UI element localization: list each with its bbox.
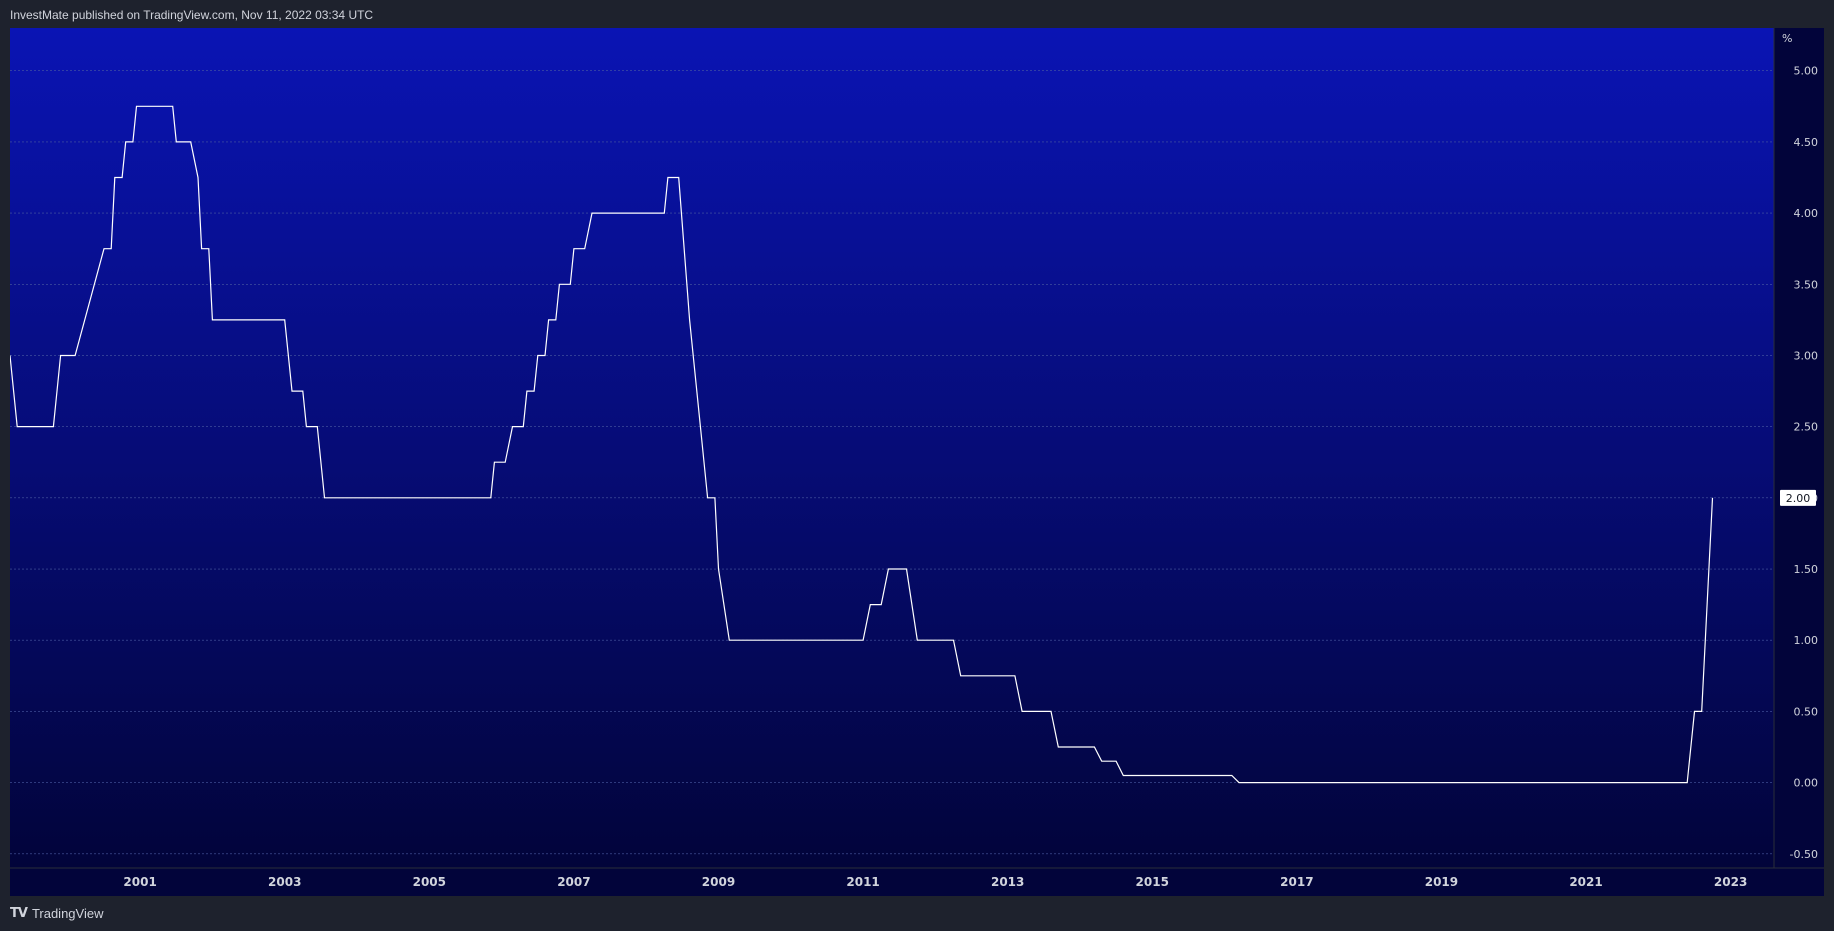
chart-area[interactable]: 5.00 4.50 4.00 3.50 3.00 2.50 2.00 1.50 1.00 0.50…: [10, 28, 1824, 896]
y-tick-label: -0.50: [1790, 848, 1818, 861]
y-tick-label: 3.50: [1794, 278, 1819, 291]
x-tick-label: 2003: [268, 875, 301, 889]
price-axis-background[interactable]: [1774, 28, 1824, 868]
y-tick-label: 0.00: [1794, 777, 1819, 790]
y-tick-label: 3.00: [1794, 349, 1819, 362]
x-axis-ticks: 2001 2003 2005 2007 2009 2011 2013 2015 2017 2019…: [123, 875, 1747, 889]
y-tick-label: 2.50: [1794, 421, 1819, 434]
x-tick-label: 2021: [1569, 875, 1602, 889]
published-header: InvestMate published on TradingView.com,…: [10, 6, 373, 24]
x-tick-label: 2011: [846, 875, 879, 889]
x-tick-label: 2007: [557, 875, 590, 889]
y-tick-label: 5.00: [1794, 65, 1819, 78]
y-tick-label: 1.50: [1794, 563, 1819, 576]
x-tick-label: 2013: [991, 875, 1024, 889]
last-value-box: [1780, 489, 1816, 506]
rate-chart[interactable]: 5.00 4.50 4.00 3.50 3.00 2.50 2.00 1.50 1.00 0.50…: [10, 28, 1824, 896]
series-line[interactable]: [10, 105, 1714, 784]
plot-background: [10, 28, 1774, 868]
x-tick-label: 2005: [413, 875, 446, 889]
x-tick-label: 2019: [1425, 875, 1458, 889]
y-tick-label: 0.50: [1794, 705, 1819, 718]
footer-brand[interactable]: TV TradingView: [10, 904, 103, 922]
y-axis-ticks: 5.004.504.003.503.002.502.001.501.000.50…: [1790, 65, 1818, 861]
time-axis-background[interactable]: [10, 868, 1824, 896]
brand-name: TradingView: [31, 905, 104, 921]
unit-label: %: [1782, 32, 1792, 45]
last-value-label: 2.00: [1780, 489, 1816, 506]
x-tick-label: 2015: [1136, 875, 1169, 889]
x-tick-label: 2017: [1280, 875, 1313, 889]
y-tick-label: 4.00: [1794, 207, 1819, 220]
x-tick-label: 2001: [123, 875, 156, 889]
last-value-text: 2.00: [1786, 492, 1811, 505]
published-text: InvestMate published on TradingView.com,…: [10, 8, 374, 22]
x-tick-label: 2023: [1714, 875, 1747, 889]
y-tick-label: 1.00: [1794, 634, 1819, 647]
y-tick-label: 4.50: [1794, 136, 1819, 149]
tradingview-logo-icon: TV: [10, 905, 28, 921]
x-tick-label: 2009: [702, 875, 735, 889]
